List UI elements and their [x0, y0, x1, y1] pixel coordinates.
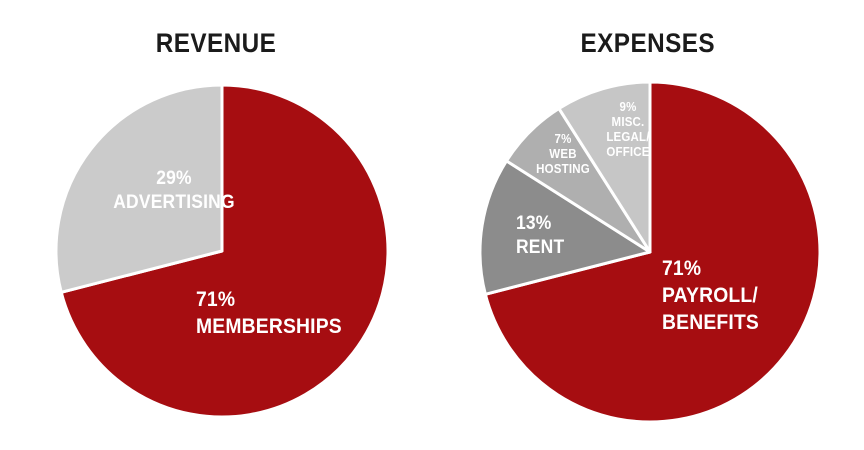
misc-slice-label: 9% MISC. LEGAL/ OFFICE — [591, 100, 665, 160]
expenses-pie: 9% MISC. LEGAL/ OFFICE 7% WEB HOSTING 13… — [478, 80, 822, 424]
misc-pct: 9% — [619, 100, 637, 114]
rent-slice-label: 13% RENT — [516, 212, 564, 260]
expenses-title: EXPENSES — [432, 28, 864, 59]
revenue-title: REVENUE — [0, 28, 432, 59]
web-hosting-name-line1: WEB — [549, 147, 577, 161]
expenses-chart: EXPENSES 9% MISC. LEGAL/ OFFICE 7% WEB H… — [432, 0, 864, 450]
misc-name-line2: LEGAL/ — [606, 130, 650, 144]
payroll-pct: 71% — [662, 257, 702, 280]
memberships-name: MEMBERSHIPS — [196, 315, 342, 338]
revenue-title-text: REVENUE — [155, 28, 277, 58]
memberships-pct: 71% — [196, 288, 236, 311]
revenue-pie: 29% ADVERTISING 71% MEMBERSHIPS — [54, 83, 390, 419]
rent-pct: 13% — [516, 213, 552, 234]
rent-name: RENT — [516, 237, 565, 258]
revenue-chart: REVENUE 29% ADVERTISING 71% MEMBERSHIPS — [0, 28, 432, 419]
payroll-slice-label: 71% PAYROLL/ BENEFITS — [662, 255, 759, 336]
payroll-name-line2: BENEFITS — [662, 311, 760, 334]
memberships-slice-label: 71% MEMBERSHIPS — [196, 286, 342, 340]
advertising-pct: 29% — [156, 168, 192, 189]
web-hosting-name-line2: HOSTING — [536, 162, 590, 176]
misc-name-line3: OFFICE — [606, 145, 650, 159]
revenue-pie-svg — [54, 83, 390, 419]
pie-slice-misc-legal-office — [557, 80, 652, 254]
web-hosting-pct: 7% — [554, 132, 572, 146]
payroll-name-line1: PAYROLL/ — [662, 284, 758, 307]
pie-slice-rent — [478, 159, 652, 296]
advertising-name: ADVERTISING — [113, 192, 235, 213]
web-hosting-slice-label: 7% WEB HOSTING — [526, 132, 600, 177]
misc-name-line1: MISC. — [611, 115, 645, 129]
advertising-slice-label: 29% ADVERTISING — [82, 167, 266, 215]
expenses-title-text: EXPENSES — [580, 28, 716, 58]
pie-slice-memberships — [59, 83, 390, 419]
expenses-pie-svg — [478, 80, 822, 424]
pie-slice-payroll-benefits — [483, 80, 822, 424]
pie-slice-advertising — [54, 83, 224, 294]
